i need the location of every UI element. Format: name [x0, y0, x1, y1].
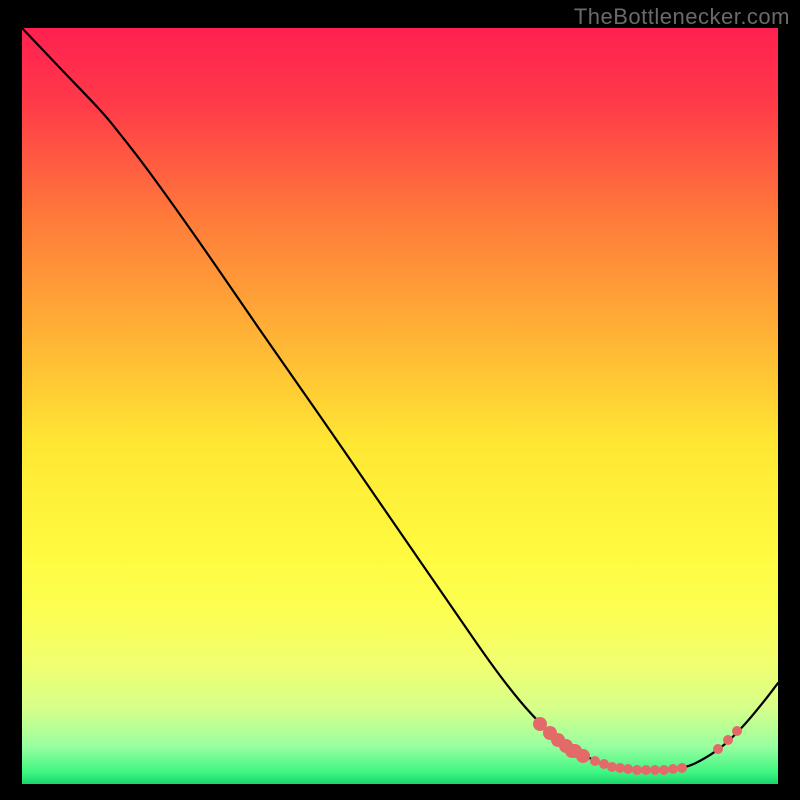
curve-marker [623, 764, 633, 774]
curve-marker [668, 764, 678, 774]
curve-marker [732, 726, 742, 736]
curve-marker [723, 735, 733, 745]
curve-marker [650, 765, 660, 775]
curve-marker [677, 763, 687, 773]
watermark-text: TheBottlenecker.com [574, 4, 790, 30]
curve-marker [713, 744, 723, 754]
curve-marker [565, 744, 579, 758]
curve-marker [632, 765, 642, 775]
chart-container: TheBottlenecker.com [0, 0, 800, 800]
chart-svg [0, 0, 800, 800]
curve-marker [659, 765, 669, 775]
curve-marker [590, 756, 600, 766]
curve-marker [641, 765, 651, 775]
gradient-background [22, 28, 778, 784]
